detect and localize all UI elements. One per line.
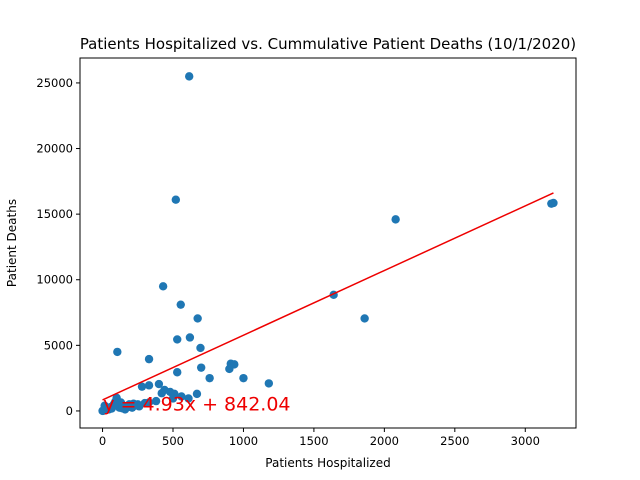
x-tick-label: 3000 [511,434,540,448]
y-axis-label: Patient Deaths [5,199,19,287]
data-point [151,396,161,406]
x-axis: 0 500 1000 1500 2000 2500 3000 [99,428,540,448]
data-point [196,343,205,353]
x-tick-label: 500 [162,434,184,448]
y-tick-label: 5000 [44,338,73,352]
data-point [168,394,178,403]
regression-line [102,192,554,401]
data-point [144,381,154,390]
data-point [158,282,168,291]
data-point [184,394,193,403]
data-point [137,382,147,391]
data-point [196,363,206,372]
data-point [391,215,400,224]
x-axis-label: Patients Hospitalized [265,456,390,470]
data-point [549,198,558,208]
data-point [264,379,274,388]
y-tick-label: 15000 [36,207,73,221]
x-tick-label: 1500 [299,434,328,448]
data-point [144,354,154,364]
data-point [176,300,185,309]
x-tick-label: 2500 [440,434,469,448]
plot-area: y = 4.93x + 842.04 [98,72,558,416]
data-point [192,389,202,399]
data-point [171,195,181,204]
data-point [113,347,122,357]
data-point [360,314,369,323]
data-point [205,373,214,383]
y-tick-label: 0 [66,404,73,418]
data-point [157,389,166,398]
y-tick-label: 10000 [36,273,73,287]
data-point [173,335,182,344]
x-tick-label: 0 [99,434,106,448]
data-point [177,392,186,401]
data-point [225,364,234,374]
y-tick-label: 20000 [36,142,73,156]
y-axis: 0 5000 10000 15000 20000 25000 [36,76,80,418]
y-tick-label: 25000 [36,76,73,90]
regression-equation-label: y = 4.93x + 842.04 [103,393,290,415]
x-tick-label: 1000 [229,434,258,448]
data-point [154,379,164,389]
chart-title: Patients Hospitalized vs. Cummulative Pa… [80,35,576,53]
data-point [98,406,107,416]
data-point [239,373,248,383]
data-point [129,399,138,408]
data-point [193,314,202,323]
x-tick-label: 2000 [370,434,399,448]
data-point [173,368,182,377]
plot-frame [79,57,577,429]
data-point [185,72,194,81]
data-point [185,333,195,342]
